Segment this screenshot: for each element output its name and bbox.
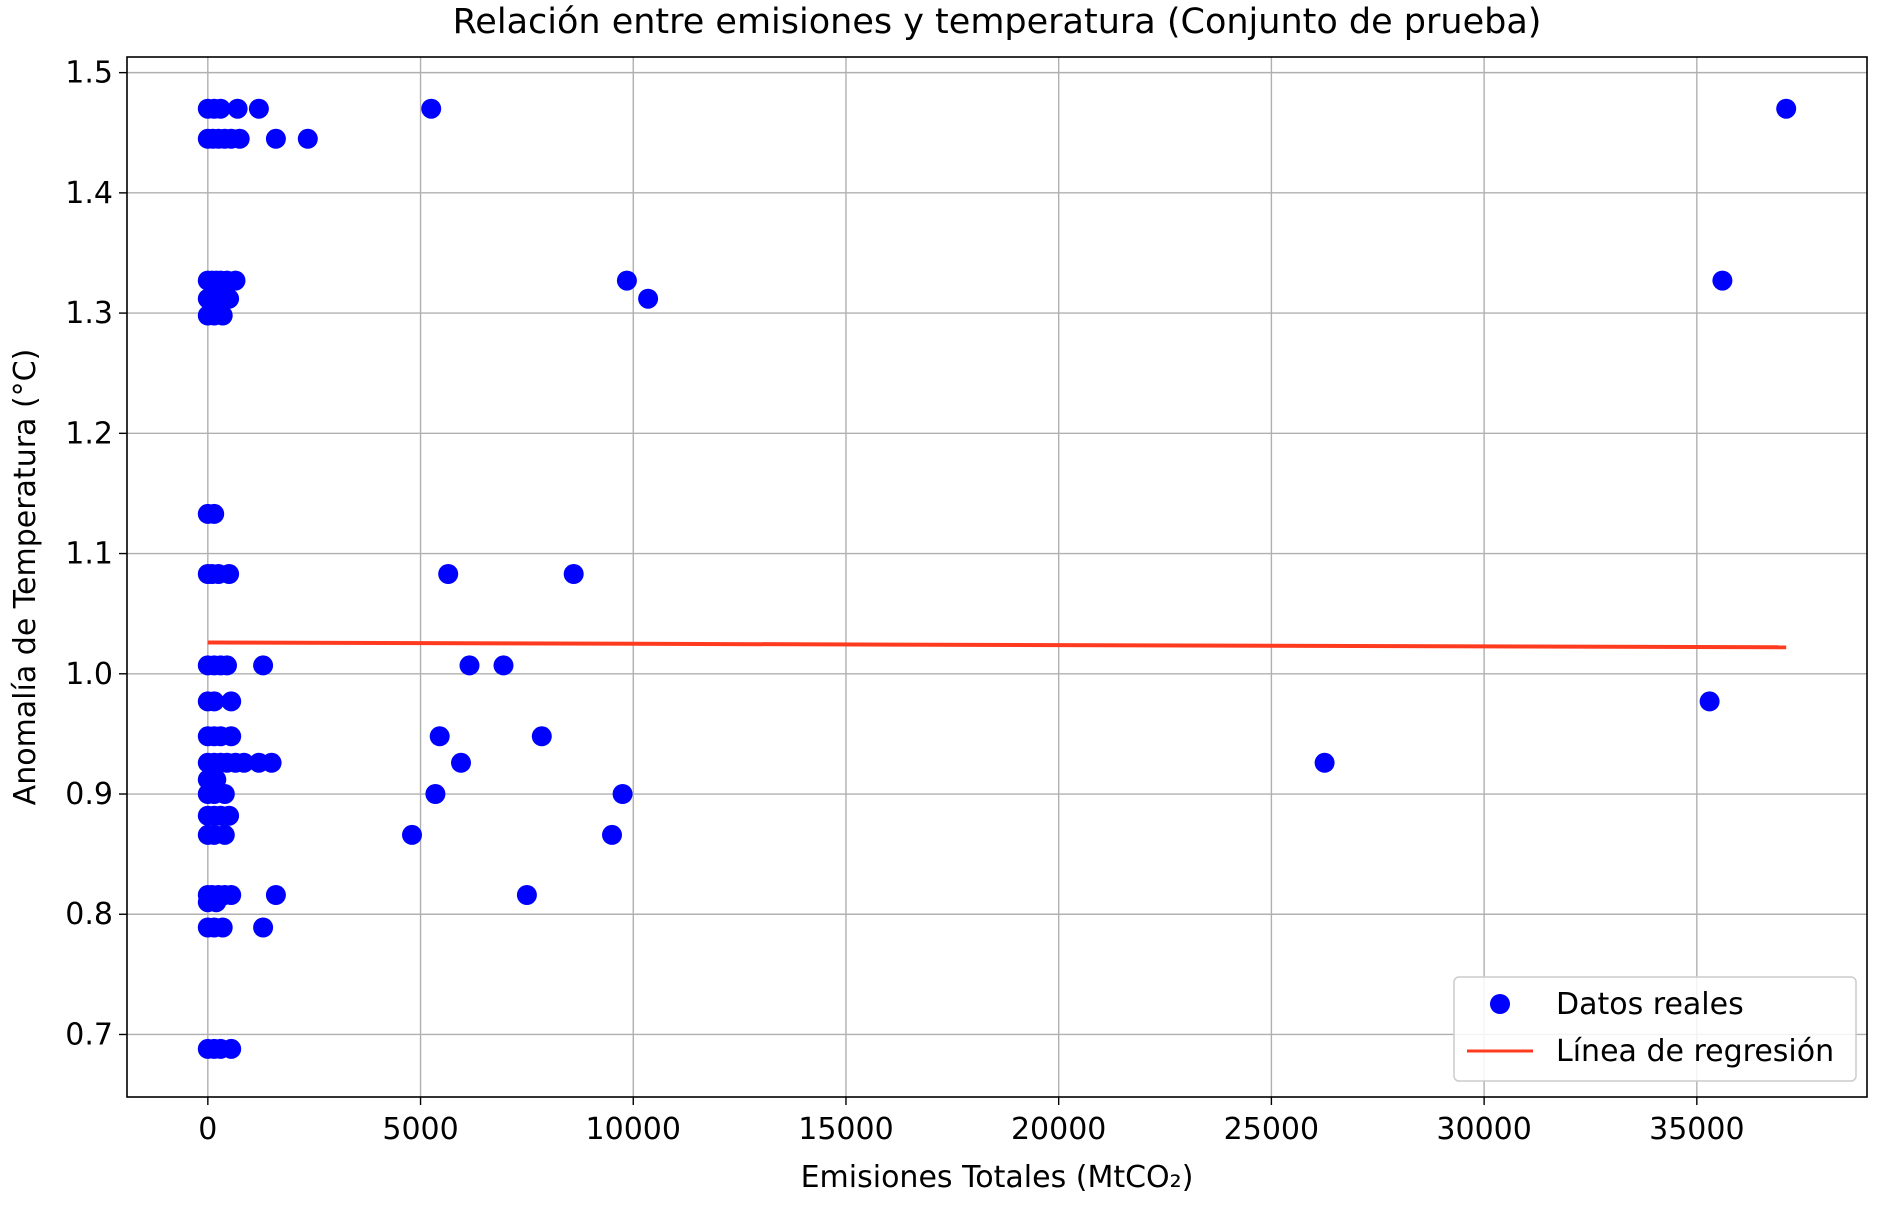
y-tick-label: 1.3 [65,296,113,331]
scatter-point [214,784,235,804]
scatter-point [221,691,242,712]
y-tick-label: 1.0 [65,657,113,692]
scatter-point [421,98,442,119]
scatter-point [602,824,622,845]
y-tick-label: 0.9 [65,777,113,812]
scatter-point [425,784,446,804]
scatter-point [493,655,514,676]
y-tick-label: 1.5 [65,56,113,91]
scatter-point [402,824,422,845]
y-axis-ticks: 0.7 0.8 0.9 1.0 1.1 1.2 1.3 1.4 1.5 [65,56,127,1052]
scatter-point [204,691,225,712]
scatter-point [451,752,471,773]
scatter-point [616,270,637,291]
legend-scatter-marker [1490,994,1510,1014]
x-tick-label: 15000 [798,1112,893,1147]
x-tick-label: 35000 [1649,1112,1744,1147]
scatter-point [219,805,240,826]
plot-marks [197,98,1797,1059]
x-tick-label: 10000 [586,1112,681,1147]
scatter-point [265,128,286,149]
scatter-point [234,752,254,773]
scatter-point [206,892,227,913]
y-tick-label: 1.2 [65,416,113,451]
y-tick-label: 0.8 [65,897,113,932]
scatter-point [212,917,233,938]
scatter-point [253,655,274,676]
x-axis-title: Emisiones Totales (MtCO₂) [801,1160,1194,1195]
scatter-point [217,655,237,676]
chart-title: Relación entre emisiones y temperatura (… [453,2,1542,42]
y-tick-label: 1.1 [65,537,113,572]
scatter-point [210,98,231,119]
x-axis-ticks: 0 5000 10000 15000 20000 25000 30000 35000 [198,1097,1745,1147]
scatter-point [248,98,269,119]
scatter-point [212,305,233,326]
scatter-point [204,503,225,524]
plot-frame [126,56,1868,1098]
scatter-point [516,885,537,905]
grid [127,57,1867,1097]
y-tick-label: 0.7 [65,1017,113,1052]
y-tick-label: 1.4 [65,176,113,211]
scatter-point [219,564,240,584]
scatter-point [221,1038,242,1059]
scatter-point [219,288,240,309]
x-tick-label: 25000 [1224,1112,1319,1147]
scatter-point [225,270,246,291]
y-axis-title: Anomalía de Temperatura (°C) [8,349,43,806]
scatter-point [612,784,633,804]
regression-line [207,640,1787,650]
legend: Datos reales Línea de regresión [1453,976,1857,1082]
x-tick-label: 5000 [382,1112,458,1147]
scatter-point [531,726,552,747]
scatter-point [253,917,274,938]
scatter-point [265,885,286,905]
scatter-point [261,752,282,773]
scatter-point [638,288,659,309]
scatter-point [214,824,235,845]
scatter-point [1712,270,1733,291]
scatter-point [1314,752,1335,773]
legend-box [1453,976,1857,1082]
scatter-point [563,564,584,584]
scatter-point [1699,691,1720,712]
scatter-point [297,128,318,149]
scatter-point [229,128,250,149]
scatter-point [429,726,450,747]
scatter-point [459,655,480,676]
scatter-point [227,98,248,119]
scatter-point [221,885,242,905]
x-tick-label: 30000 [1436,1112,1531,1147]
x-tick-label: 0 [198,1112,217,1147]
legend-label-datos-reales: Datos reales [1556,987,1744,1022]
scatter-point [1776,98,1797,119]
x-tick-label: 20000 [1011,1112,1106,1147]
scatter-point [438,564,459,584]
legend-label-linea-regresion: Línea de regresión [1556,1034,1834,1069]
scatter-point [221,726,242,747]
